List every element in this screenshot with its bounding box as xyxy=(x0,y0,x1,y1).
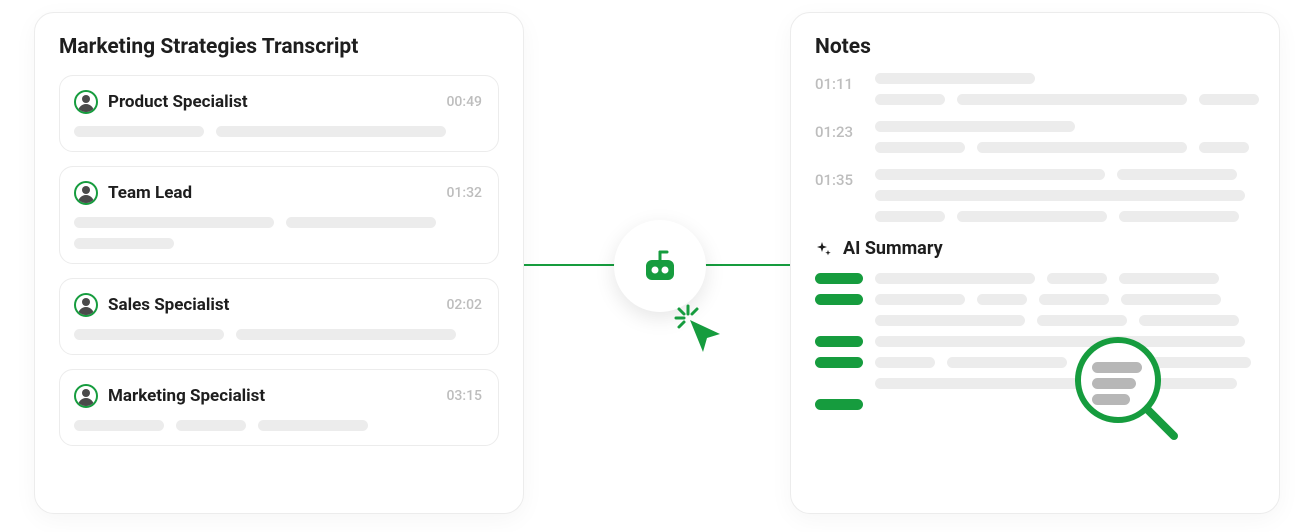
avatar-icon xyxy=(74,293,98,317)
entry-timestamp: 01:32 xyxy=(446,185,482,201)
ai-bot-button[interactable] xyxy=(614,220,706,312)
summary-row xyxy=(815,294,1255,305)
placeholder-row xyxy=(74,217,482,228)
note-timestamp: 01:11 xyxy=(815,73,857,93)
transcript-panel: Marketing Strategies Transcript Product … xyxy=(34,12,524,514)
entry-timestamp: 03:15 xyxy=(446,388,482,404)
avatar-icon xyxy=(74,90,98,114)
cursor-click-icon xyxy=(670,300,730,364)
placeholder-row xyxy=(74,126,482,137)
summary-row xyxy=(815,378,1255,389)
summary-bullet xyxy=(815,273,863,284)
placeholder-row xyxy=(74,329,482,340)
note-row[interactable]: 01:35 xyxy=(815,169,1255,222)
speaker-name: Marketing Specialist xyxy=(108,386,265,406)
summary-row xyxy=(815,399,1255,410)
summary-row xyxy=(815,336,1255,347)
ai-summary-title: AI Summary xyxy=(843,238,943,259)
avatar-icon xyxy=(74,384,98,408)
note-row[interactable]: 01:23 xyxy=(815,121,1255,153)
ai-summary-body xyxy=(815,273,1255,410)
speaker-name: Team Lead xyxy=(108,183,192,203)
transcript-entry[interactable]: Sales Specialist 02:02 xyxy=(59,278,499,355)
summary-bullet xyxy=(815,294,863,305)
transcript-entry[interactable]: Marketing Specialist 03:15 xyxy=(59,369,499,446)
placeholder-row xyxy=(74,420,482,431)
speaker-name: Sales Specialist xyxy=(108,295,229,315)
notes-title: Notes xyxy=(815,35,1255,59)
note-content xyxy=(875,73,1259,105)
transcript-entry[interactable]: Team Lead 01:32 xyxy=(59,166,499,264)
summary-row xyxy=(815,273,1255,284)
ai-summary-header: AI Summary xyxy=(815,238,1255,259)
note-timestamp: 01:23 xyxy=(815,121,857,141)
note-content xyxy=(875,121,1255,153)
placeholder-row xyxy=(74,238,482,249)
entry-timestamp: 00:49 xyxy=(446,94,482,110)
sparkle-icon xyxy=(815,240,833,258)
note-content xyxy=(875,169,1255,222)
note-row[interactable]: 01:11 xyxy=(815,73,1255,105)
summary-row xyxy=(815,357,1255,368)
summary-bullet xyxy=(815,399,863,410)
transcript-title: Marketing Strategies Transcript xyxy=(59,35,499,59)
transcript-entry[interactable]: Product Specialist 00:49 xyxy=(59,75,499,152)
summary-bullet xyxy=(815,336,863,347)
robot-icon xyxy=(636,242,684,290)
notes-panel: Notes 01:11 01:23 01:35 xyxy=(790,12,1280,514)
summary-row xyxy=(815,315,1255,326)
speaker-name: Product Specialist xyxy=(108,92,248,112)
note-timestamp: 01:35 xyxy=(815,169,857,189)
avatar-icon xyxy=(74,181,98,205)
summary-bullet xyxy=(815,357,863,368)
entry-timestamp: 02:02 xyxy=(446,297,482,313)
